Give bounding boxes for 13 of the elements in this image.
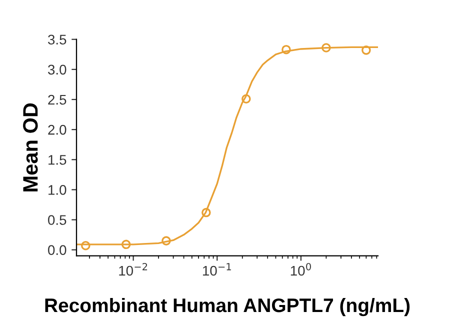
x-axis-title: Recombinant Human ANGPTL7 (ng/mL) [45,298,410,316]
x-tick-label: 10$^{0}$ [290,262,311,276]
y-tick-label: 2.5 [48,94,66,105]
y-tick-label: 1.0 [48,185,66,195]
x-tick-label: 10$^{−1}$ [202,263,231,276]
y-axis-title: Mean OD [23,103,38,192]
y-tick-label: 1.5 [48,155,66,165]
x-tick-label: 10$^{−2}$ [119,262,148,276]
y-tick-label: 3.0 [48,64,66,75]
y-tick-label: 0.0 [48,245,66,255]
y-tick-label: 0.5 [48,215,66,225]
y-tick-label: 2.0 [48,124,66,135]
y-tick-label: 3.5 [48,34,66,45]
